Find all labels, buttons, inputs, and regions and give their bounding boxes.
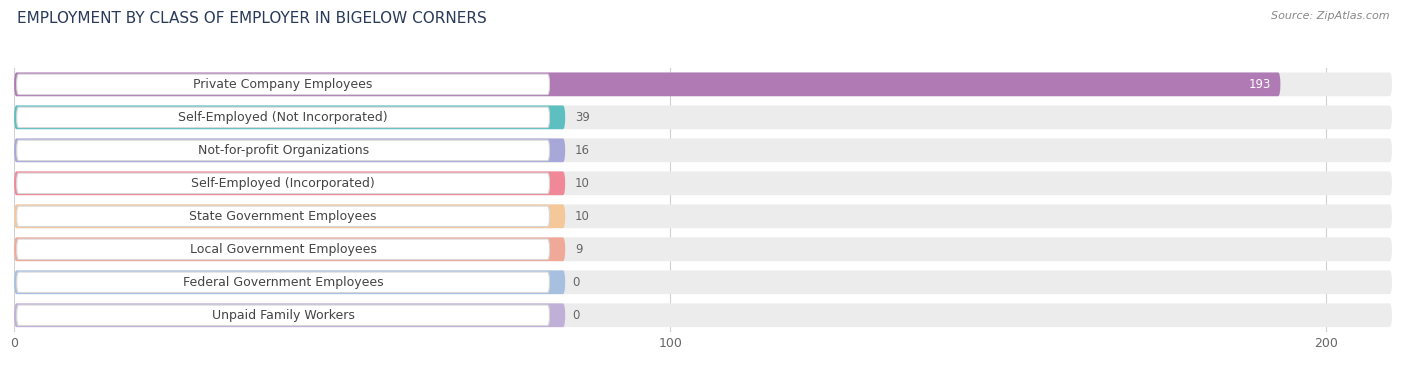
FancyBboxPatch shape [17, 206, 550, 227]
Text: Federal Government Employees: Federal Government Employees [183, 276, 384, 289]
Text: 10: 10 [575, 210, 591, 223]
Text: 193: 193 [1249, 78, 1271, 91]
Text: 0: 0 [572, 276, 579, 289]
Text: Private Company Employees: Private Company Employees [194, 78, 373, 91]
FancyBboxPatch shape [14, 270, 565, 294]
Text: Unpaid Family Workers: Unpaid Family Workers [212, 309, 354, 322]
Text: 39: 39 [575, 111, 591, 124]
Text: Self-Employed (Incorporated): Self-Employed (Incorporated) [191, 177, 375, 190]
FancyBboxPatch shape [14, 303, 565, 327]
FancyBboxPatch shape [14, 138, 565, 162]
Text: Local Government Employees: Local Government Employees [190, 243, 377, 256]
FancyBboxPatch shape [17, 140, 550, 161]
FancyBboxPatch shape [14, 72, 1281, 96]
FancyBboxPatch shape [17, 74, 550, 95]
Text: EMPLOYMENT BY CLASS OF EMPLOYER IN BIGELOW CORNERS: EMPLOYMENT BY CLASS OF EMPLOYER IN BIGEL… [17, 11, 486, 26]
FancyBboxPatch shape [14, 138, 1392, 162]
FancyBboxPatch shape [14, 270, 1392, 294]
Text: 16: 16 [575, 144, 591, 157]
Text: Source: ZipAtlas.com: Source: ZipAtlas.com [1271, 11, 1389, 21]
Text: 0: 0 [572, 309, 579, 322]
FancyBboxPatch shape [14, 106, 565, 129]
FancyBboxPatch shape [14, 204, 565, 228]
Text: 10: 10 [575, 177, 591, 190]
FancyBboxPatch shape [17, 173, 550, 193]
FancyBboxPatch shape [17, 305, 550, 325]
FancyBboxPatch shape [14, 303, 1392, 327]
FancyBboxPatch shape [17, 272, 550, 293]
Text: Not-for-profit Organizations: Not-for-profit Organizations [197, 144, 368, 157]
FancyBboxPatch shape [14, 238, 1392, 261]
FancyBboxPatch shape [14, 106, 1392, 129]
FancyBboxPatch shape [14, 238, 565, 261]
FancyBboxPatch shape [14, 204, 1392, 228]
FancyBboxPatch shape [14, 72, 1392, 96]
FancyBboxPatch shape [17, 107, 550, 127]
Text: State Government Employees: State Government Employees [190, 210, 377, 223]
FancyBboxPatch shape [14, 172, 565, 195]
FancyBboxPatch shape [17, 239, 550, 259]
Text: Self-Employed (Not Incorporated): Self-Employed (Not Incorporated) [179, 111, 388, 124]
FancyBboxPatch shape [14, 172, 1392, 195]
Text: 9: 9 [575, 243, 582, 256]
